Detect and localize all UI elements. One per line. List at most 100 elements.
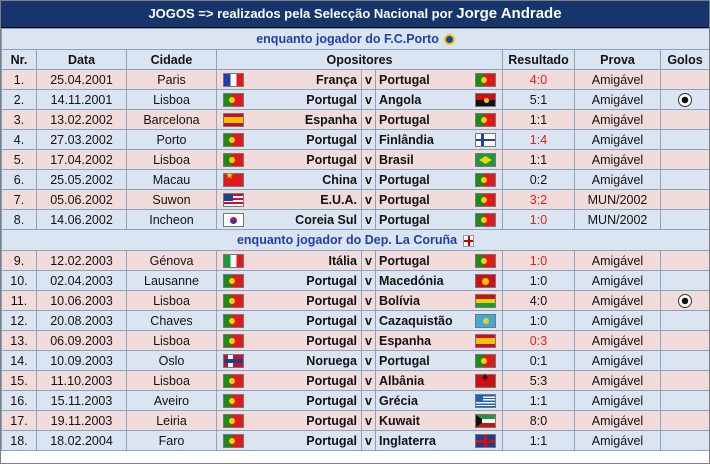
row-date: 06.09.2003 [36,330,127,351]
row-date: 02.04.2003 [36,270,127,291]
row-away-team: Portugal [375,209,503,230]
row-vs: v [361,189,376,210]
away-team-name: Brasil [379,152,414,167]
home-team-name: Coreia Sul [295,212,357,227]
row-vs: v [361,129,376,150]
away-flag-icon [475,434,496,448]
away-flag-icon [475,173,496,187]
home-team-name: Portugal [306,273,357,288]
away-team-name: Angola [379,92,422,107]
away-team-name: Kuwait [379,413,420,428]
row-home-team: Portugal [216,370,362,391]
section-porto: enquanto jogador do F.C.Porto [1,28,709,50]
row-away-team: Inglaterra [375,430,503,451]
away-flag-icon [475,93,496,107]
row-prova: Amigável [574,330,661,351]
row-result: 3:2 [502,189,575,210]
row-date: 10.09.2003 [36,350,127,371]
row-nr: 16. [1,390,37,411]
row-date: 14.06.2002 [36,209,127,230]
row-result: 1:1 [502,430,575,451]
row-date: 17.04.2002 [36,149,127,170]
row-prova: Amigável [574,149,661,170]
row-away-team: Finlândia [375,129,503,150]
row-result: 1:1 [502,109,575,130]
row-date: 13.02.2002 [36,109,127,130]
away-team-name: Portugal [379,112,430,127]
away-team-name: Grécia [379,393,418,408]
row-home-team: Noruega [216,350,362,371]
row-city: Lausanne [126,270,217,291]
home-flag-icon [223,294,244,308]
home-flag-icon [223,334,244,348]
away-team-name: Macedónia [379,273,444,288]
row-away-team: Portugal [375,350,503,371]
row-vs: v [361,330,376,351]
home-team-name: Noruega [306,353,357,368]
row-city: Lisboa [126,370,217,391]
row-away-team: Macedónia [375,270,503,291]
games-table: enquanto jogador do F.C.Porto Nr. Data C… [1,28,709,451]
header-opositores: Opositores [216,49,503,70]
table-row: 10. 02.04.2003 Lausanne Portugal v Macedónia 1… [1,270,709,291]
away-flag-icon [475,254,496,268]
home-flag-icon [223,414,244,428]
home-team-name: Portugal [306,92,357,107]
table-row: 14. 10.09.2003 Oslo Noruega v Portugal 0:1 Amig… [1,350,709,371]
home-flag-icon [223,193,244,207]
row-date: 25.05.2002 [36,169,127,190]
row-city: Incheon [126,209,217,230]
row-golos [659,189,709,210]
row-nr: 10. [1,270,37,291]
row-city: Lisboa [126,89,217,110]
row-city: Lisboa [126,290,217,311]
row-home-team: Coreia Sul [216,209,362,230]
row-city: Leiria [126,410,217,431]
home-team-name: Portugal [306,333,357,348]
row-prova: Amigável [574,290,661,311]
away-flag-icon [475,193,496,207]
row-result: 5:1 [502,89,575,110]
row-golos [659,290,709,311]
home-team-name: Portugal [306,293,357,308]
player-name: Jorge Andrade [456,5,562,22]
home-team-name: Portugal [306,413,357,428]
row-golos [659,430,709,451]
home-team-name: Espanha [304,112,357,127]
away-team-name: Cazaquistão [379,313,453,328]
away-team-name: Portugal [379,172,430,187]
row-result: 4:0 [502,69,575,90]
row-away-team: Brasil [375,149,503,170]
table-row: 16. 15.11.2003 Aveiro Portugal v Grécia 1:1 Ami… [1,390,709,411]
row-city: Faro [126,430,217,451]
row-date: 14.11.2001 [36,89,127,110]
row-date: 05.06.2002 [36,189,127,210]
row-date: 12.02.2003 [36,250,127,271]
away-flag-icon [475,354,496,368]
home-flag-icon [223,254,244,268]
row-prova: MUN/2002 [574,189,661,210]
row-prova: Amigável [574,89,661,110]
home-team-name: Portugal [306,433,357,448]
row-vs: v [361,350,376,371]
table-row: 3. 13.02.2002 Barcelona Espanha v Portugal 1:1… [1,109,709,130]
away-team-name: Albânia [379,373,425,388]
row-vs: v [361,149,376,170]
home-team-name: Portugal [306,152,357,167]
row-date: 11.10.2003 [36,370,127,391]
row-result: 1:0 [502,270,575,291]
header-prova: Prova [574,49,661,70]
row-away-team: Cazaquistão [375,310,503,331]
row-home-team: França [216,69,362,90]
home-flag-icon [223,314,244,328]
table-row: 8. 14.06.2002 Incheon Coreia Sul v Portugal 1:… [1,209,709,230]
row-away-team: Espanha [375,330,503,351]
row-nr: 2. [1,89,37,110]
row-away-team: Portugal [375,250,503,271]
football-icon [678,92,693,107]
table-row: 4. 27.03.2002 Porto Portugal v Finlândia 1:4 Am… [1,129,709,150]
home-flag-icon [223,113,244,127]
row-golos [659,270,709,291]
